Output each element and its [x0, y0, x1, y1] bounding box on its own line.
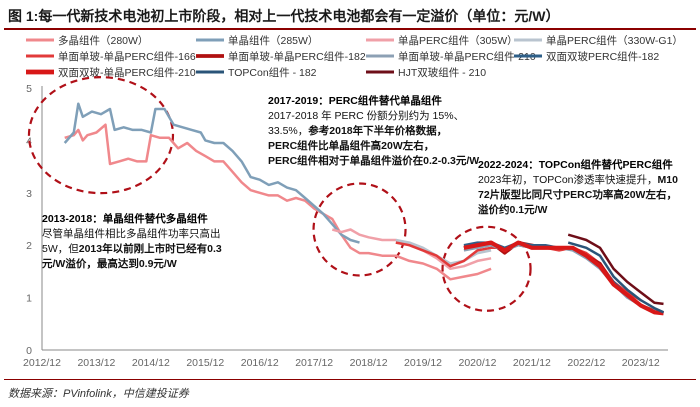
legend-label: 单晶PERC组件（305W）	[398, 34, 518, 47]
series-line	[64, 123, 492, 281]
annotation-line: 元/W溢价，最高达到0.9元/W	[42, 257, 177, 270]
series-line	[567, 233, 664, 306]
title-divider	[4, 28, 696, 30]
legend-label: 单面单玻-单晶PERC组件-182	[228, 50, 366, 63]
x-tick-label: 2014/12	[132, 357, 170, 369]
y-tick-label: 5	[26, 83, 32, 95]
x-tick-label: 2020/12	[458, 357, 496, 369]
series-line	[567, 241, 665, 314]
y-tick-label: 3	[26, 188, 32, 200]
annotation-line: 5W，但2013年以前刚上市时已经有0.3	[42, 242, 222, 255]
x-tick-label: 2021/12	[513, 357, 551, 369]
x-tick-label: 2012/12	[23, 357, 61, 369]
source-note: 数据来源：PVinfolink，中信建投证券	[8, 388, 189, 400]
annotation-title: 2017-2019：PERC组件替代单晶组件	[268, 94, 442, 107]
annotation-line: 72片版型比同尺寸PERC功率高20W左右，	[478, 188, 677, 201]
x-tick-label: 2018/12	[350, 357, 388, 369]
footer-divider	[4, 379, 696, 380]
legend-label: 双面双玻-单晶PERC组件-210	[58, 66, 196, 79]
y-tick-label: 2	[26, 240, 32, 252]
annotation-line: PERC组件相对于单晶组件溢价在0.2-0.3元/W	[268, 154, 479, 167]
highlight-circle	[441, 225, 532, 312]
legend-label: 单晶PERC组件（330W-G1）	[546, 34, 683, 47]
y-tick-label: 0	[26, 345, 32, 357]
chart-legend: 多晶组件（280W） 单晶组件（285W） 单晶PERC组件（305W） 单晶PERC…	[26, 34, 683, 79]
y-tick-label: 1	[26, 293, 32, 305]
legend-label: 单晶组件（285W）	[228, 34, 318, 47]
annotation-title: 2013-2018：单晶组件替代多晶组件	[42, 212, 208, 225]
annotation-line: 溢价约0.1元/W	[478, 203, 548, 216]
annotation-title: 2022-2024：TOPCon组件替代PERC组件	[478, 158, 673, 171]
x-tick-label: 2023/12	[622, 357, 660, 369]
x-tick-label: 2016/12	[241, 357, 279, 369]
legend-label: 双面双玻PERC组件-182	[546, 50, 659, 63]
x-tick-label: 2015/12	[186, 357, 224, 369]
series-line	[63, 102, 360, 244]
legend-label: 多晶组件（280W）	[58, 34, 148, 47]
chart-series-lines	[63, 102, 665, 316]
annotation-line: PERC组件比单晶组件高20W左右，	[268, 139, 434, 152]
series-line	[331, 228, 492, 271]
annotation-line: 33.5%，参考2018年下半年价格数据，	[268, 124, 447, 137]
legend-label: 单面单玻-单晶PERC组件-210	[398, 50, 536, 63]
annotation-a2017: 2017-2019：PERC组件替代单晶组件 2017-2018 年 PERC 份…	[268, 94, 479, 167]
highlight-circles	[27, 76, 532, 312]
highlight-circle	[27, 76, 175, 195]
series-line	[463, 240, 664, 316]
annotation-line: 2017-2018 年 PERC 份额分别约为 15%、	[268, 109, 464, 122]
price-line-chart: 多晶组件（280W） 单晶组件（285W） 单晶PERC组件（305W） 单晶PERC…	[23, 34, 683, 369]
x-tick-label: 2019/12	[404, 357, 442, 369]
series-line	[463, 243, 664, 315]
x-tick-label: 2017/12	[295, 357, 333, 369]
x-tick-label: 2022/12	[567, 357, 605, 369]
legend-label: TOPCon组件 - 182	[228, 66, 317, 79]
annotation-a2022: 2022-2024：TOPCon组件替代PERC组件 2023年初，TOPCon渗…	[478, 158, 678, 216]
figure-title: 图 1:每一代新技术电池初上市阶段，相对上一代技术电池都会有一定溢价（单位：元/…	[8, 8, 560, 24]
x-tick-label: 2013/12	[77, 357, 115, 369]
highlight-circle	[312, 182, 407, 277]
legend-label: HJT双玻组件 - 210	[398, 66, 486, 79]
legend-label: 单面单玻-单晶PERC组件-166	[58, 50, 196, 63]
annotation-line: 2023年初，TOPCon渗透率快速提升，M10	[478, 173, 678, 186]
annotation-line: 尽管单晶组件相比多晶组件功率只高出	[42, 227, 221, 240]
